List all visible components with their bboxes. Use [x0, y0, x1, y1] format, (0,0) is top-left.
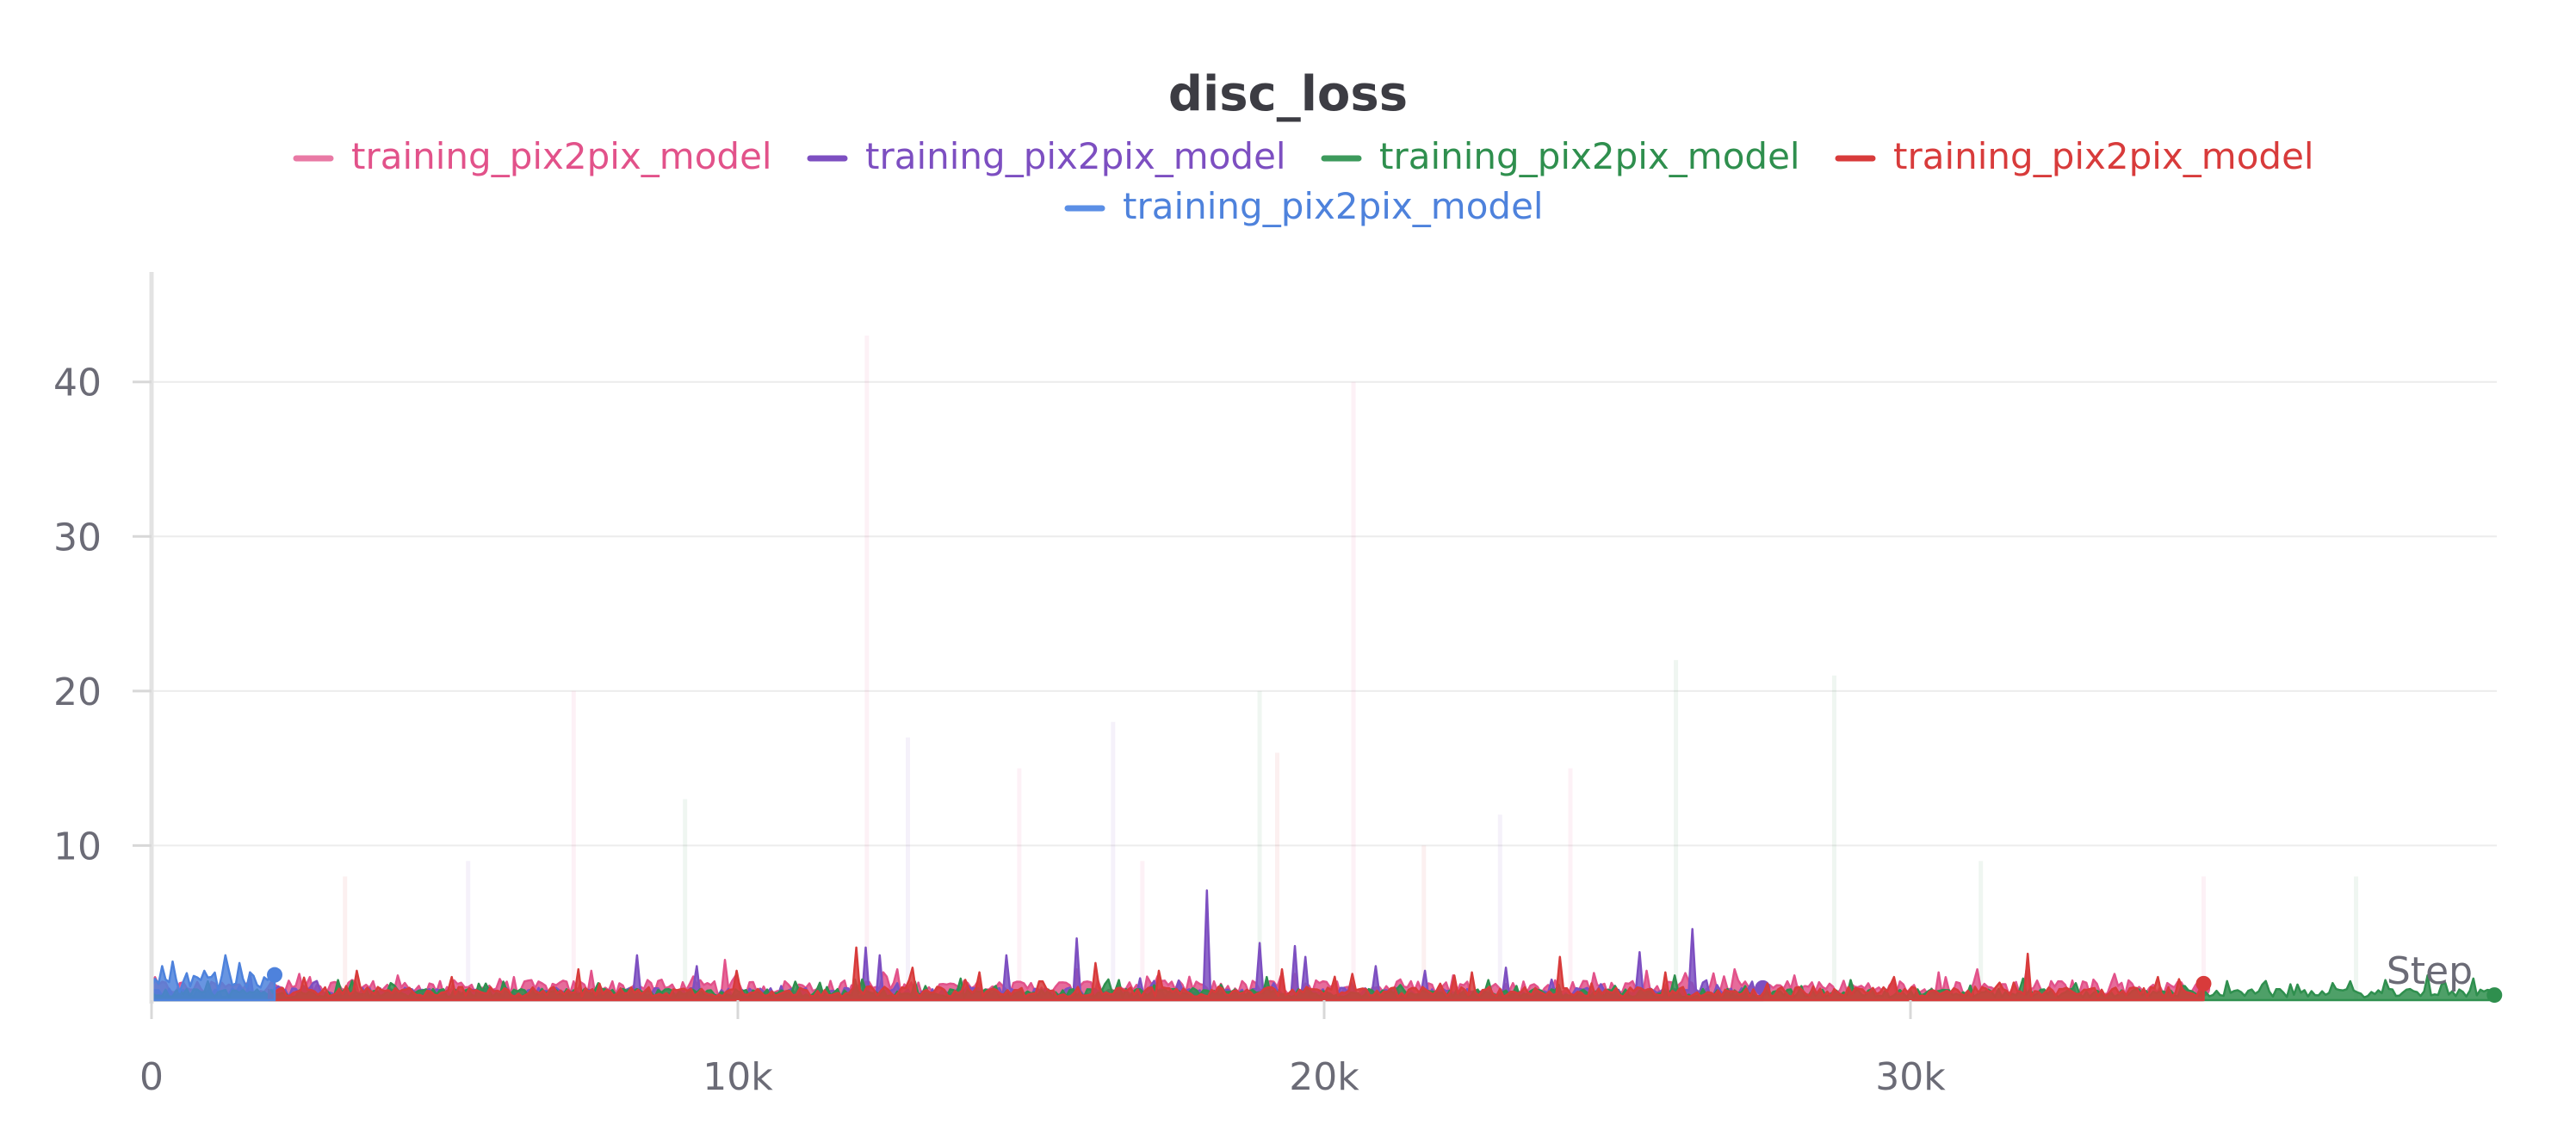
- x-tick-label: 30k: [1875, 1055, 1946, 1099]
- grid: [152, 380, 2497, 847]
- chart-title: disc_loss: [1168, 66, 1408, 122]
- x-axis-label: Step: [2387, 949, 2473, 993]
- y-tick-label: 10: [53, 825, 102, 868]
- series-line: [267, 946, 2205, 1002]
- y-tick-label: 40: [53, 361, 102, 405]
- legend-label: training_pix2pix_model: [1893, 135, 2314, 177]
- legend-item: training_pix2pix_model: [1321, 135, 1800, 177]
- x-tick-label: 20k: [1289, 1055, 1359, 1099]
- y-tick-label: 20: [53, 670, 102, 714]
- legend-item: training_pix2pix_model: [293, 135, 772, 177]
- legend-label: training_pix2pix_model: [865, 135, 1286, 177]
- series-endpoint: [2195, 975, 2212, 992]
- series-endpoint: [2486, 987, 2503, 1004]
- legend-label: training_pix2pix_model: [351, 135, 772, 177]
- series-endpoint: [267, 967, 283, 983]
- legend-item: training_pix2pix_model: [1835, 135, 2314, 177]
- x-tick-label: 0: [139, 1055, 164, 1099]
- x-tick-label: 10k: [703, 1055, 773, 1099]
- y-tick-label: 30: [53, 516, 102, 559]
- legend-label: training_pix2pix_model: [1379, 135, 1800, 177]
- series-layer: [150, 889, 2503, 1004]
- axes: 10 20 30 40 0 10k 20k 30k: [53, 272, 1946, 1099]
- legend: training_pix2pix_model training_pix2pix_m…: [293, 135, 2314, 227]
- legend-item: training_pix2pix_model: [807, 135, 1286, 177]
- series-line: [150, 954, 276, 1002]
- legend-label: training_pix2pix_model: [1123, 185, 1544, 227]
- smoothed-background-traces: [343, 335, 2359, 1000]
- legend-item: training_pix2pix_model: [1064, 185, 1544, 227]
